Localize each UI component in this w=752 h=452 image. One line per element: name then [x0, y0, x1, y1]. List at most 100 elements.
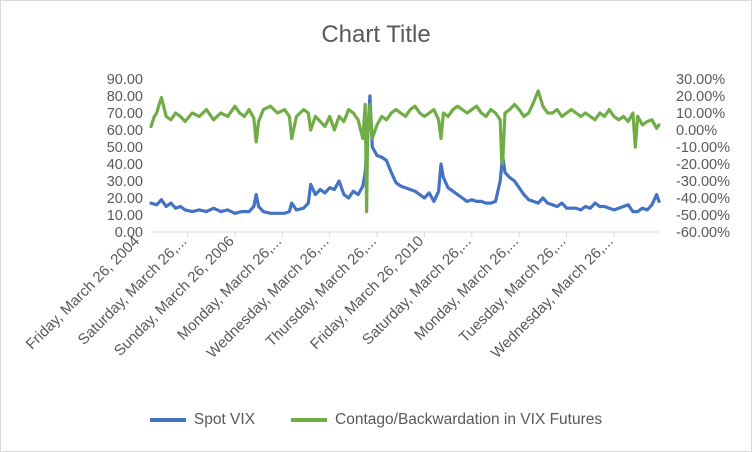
data-point-contango	[190, 111, 194, 115]
data-point-spot-vix	[309, 183, 313, 186]
data-point-spot-vix	[541, 196, 545, 200]
data-point-contango	[456, 104, 459, 108]
data-point-spot-vix	[389, 171, 393, 174]
data-point-spot-vix	[475, 200, 478, 203]
data-point-contango	[465, 111, 469, 115]
data-point-contango	[508, 108, 512, 111]
data-point-contango	[503, 111, 507, 115]
data-point-spot-vix	[219, 210, 223, 214]
data-point-spot-vix	[655, 193, 658, 197]
data-point-contango	[574, 111, 578, 115]
y-left-tick-label: 90.00	[107, 72, 143, 88]
data-point-spot-vix	[551, 203, 554, 207]
data-point-contango	[365, 210, 368, 214]
data-point-spot-vix	[155, 203, 159, 207]
data-point-contango	[404, 115, 407, 118]
data-point-spot-vix	[337, 179, 341, 183]
data-point-spot-vix	[413, 189, 417, 193]
data-point-contango	[655, 126, 658, 130]
data-point-contango	[546, 111, 549, 115]
data-point-contango	[399, 111, 403, 115]
y-left-tick-label: 10.00	[107, 208, 143, 224]
chart-title: Chart Title	[321, 21, 431, 48]
data-point-spot-vix	[290, 201, 294, 205]
data-point-contango	[160, 96, 163, 100]
data-point-contango	[569, 108, 573, 111]
data-point-contango	[370, 137, 374, 140]
data-point-contango	[283, 108, 286, 111]
data-point-spot-vix	[380, 155, 384, 159]
data-point-contango	[174, 111, 178, 115]
data-point-spot-vix	[333, 188, 336, 191]
data-point-contango	[164, 115, 168, 118]
data-point-contango	[314, 115, 317, 118]
data-point-contango	[288, 115, 291, 118]
data-point-contango	[657, 123, 661, 127]
data-point-contango	[560, 115, 564, 118]
y-left-tick-label: 40.00	[107, 157, 143, 173]
data-point-spot-vix	[361, 184, 365, 188]
data-point-contango	[517, 108, 521, 111]
legend-label-spot-vix: Spot VIX	[193, 411, 256, 428]
data-point-contango	[513, 103, 516, 106]
data-point-contango	[607, 108, 611, 111]
data-point-contango	[243, 115, 246, 118]
data-point-spot-vix	[164, 205, 168, 208]
data-point-contango	[489, 108, 493, 111]
data-point-contango	[385, 118, 388, 122]
data-point-spot-vix	[593, 201, 597, 205]
y-left-tick-label: 60.00	[107, 123, 143, 139]
data-point-contango	[254, 140, 258, 144]
data-point-spot-vix	[579, 208, 583, 212]
data-point-spot-vix	[489, 201, 493, 205]
data-point-contango	[328, 115, 332, 118]
data-point-spot-vix	[368, 94, 372, 98]
data-point-spot-vix	[149, 201, 153, 205]
data-point-contango	[197, 115, 201, 118]
data-point-contango	[451, 108, 455, 111]
data-point-contango	[366, 137, 369, 140]
data-point-contango	[541, 104, 545, 108]
data-point-spot-vix	[370, 145, 374, 149]
data-point-contango	[622, 115, 625, 118]
data-point-spot-vix	[641, 206, 644, 210]
y-right-tick-label: 10.00%	[676, 106, 725, 122]
data-point-spot-vix	[503, 171, 507, 174]
data-point-spot-vix	[418, 193, 422, 197]
data-point-spot-vix	[588, 206, 592, 210]
data-point-contango	[368, 103, 372, 106]
series-line-contango	[149, 89, 661, 214]
y-right-tick-label: -50.00%	[676, 208, 730, 224]
data-point-contango	[380, 115, 384, 118]
data-point-spot-vix	[546, 201, 549, 205]
data-point-contango	[389, 111, 393, 115]
data-point-contango	[257, 120, 260, 123]
data-point-contango	[356, 118, 360, 122]
data-point-spot-vix	[197, 208, 201, 212]
data-point-spot-vix	[174, 206, 178, 210]
data-point-spot-vix	[598, 205, 602, 208]
data-point-contango	[418, 111, 422, 115]
data-point-spot-vix	[233, 211, 237, 215]
data-point-spot-vix	[645, 208, 649, 212]
y-left-tick-label: 0.00	[115, 225, 143, 241]
y-right-tick-label: 0.00%	[676, 123, 717, 139]
data-point-contango	[212, 118, 216, 122]
data-point-spot-vix	[470, 198, 474, 202]
data-point-contango	[475, 104, 478, 108]
data-point-contango	[219, 111, 223, 115]
data-point-contango	[446, 115, 450, 118]
legend-label-contango: Contago/Backwardation in VIX Futures	[335, 411, 603, 428]
legend-item-contango: Contago/Backwardation in VIX Futures	[291, 411, 602, 429]
data-point-spot-vix	[423, 196, 426, 200]
data-point-spot-vix	[479, 200, 483, 203]
data-point-spot-vix	[288, 210, 291, 214]
data-point-contango	[290, 137, 294, 140]
data-point-contango	[501, 162, 504, 166]
data-point-contango	[527, 111, 531, 115]
data-point-spot-vix	[522, 193, 526, 197]
data-point-spot-vix	[607, 206, 611, 210]
data-point-contango	[169, 118, 173, 122]
data-point-contango	[633, 145, 637, 149]
